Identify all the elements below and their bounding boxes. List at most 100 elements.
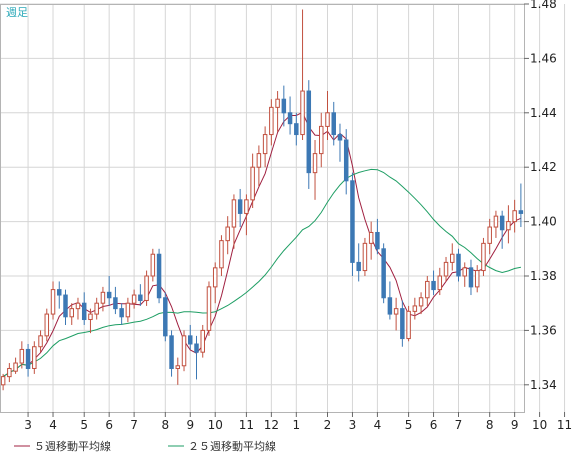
candle-body xyxy=(250,166,255,201)
candle-body xyxy=(262,134,268,155)
candle-body xyxy=(287,112,293,125)
candle-body xyxy=(518,210,524,214)
y-tick-label: 1.48 xyxy=(530,0,557,11)
candle-body xyxy=(150,253,156,277)
candle-body xyxy=(50,289,56,315)
y-tick-label: 1.44 xyxy=(530,106,557,120)
legend: ５週移動平均線 ２５週移動平均線 xyxy=(14,439,276,453)
candle-body xyxy=(362,242,368,272)
candle-body xyxy=(175,365,181,369)
candle-body xyxy=(368,231,374,244)
candle-body xyxy=(431,280,436,291)
candle-body xyxy=(425,280,430,299)
candle-body xyxy=(100,291,106,304)
candle-body xyxy=(493,215,499,228)
candle-body xyxy=(44,313,50,337)
candle-body xyxy=(406,310,411,340)
candle-body xyxy=(75,302,81,310)
candle-body xyxy=(393,308,399,315)
candle-body xyxy=(206,286,212,331)
candle-body xyxy=(7,367,12,378)
y-tick-label: 1.36 xyxy=(530,323,557,337)
legend-ma25-label: ２５週移動平均線 xyxy=(188,439,276,453)
y-tick-label: 1.38 xyxy=(530,269,557,283)
candle-body xyxy=(225,226,230,242)
candle-body xyxy=(487,226,492,244)
x-tick-label: 10 xyxy=(532,418,547,432)
y-tick-label: 1.46 xyxy=(530,51,557,65)
x-tick-label: 3 xyxy=(349,418,357,432)
candle-body xyxy=(244,199,249,214)
candle-body xyxy=(212,267,218,288)
candle-body xyxy=(119,308,124,318)
candle-body xyxy=(343,139,349,182)
candle-body xyxy=(381,248,386,299)
y-axis-ticks: 1.34 1.36 1.38 1.40 1.42 1.44 1.46 1.48 xyxy=(524,0,557,392)
x-tick-label: 11 xyxy=(557,418,572,432)
candle-body xyxy=(443,261,449,277)
candle-body xyxy=(418,297,424,307)
candle-body xyxy=(200,329,205,353)
candle-body xyxy=(294,123,299,136)
x-tick-label: 3 xyxy=(24,418,32,432)
candle-body xyxy=(387,297,393,315)
candle-body xyxy=(450,253,455,263)
candle-body xyxy=(169,335,174,369)
candle-body xyxy=(32,346,37,369)
ma5-line xyxy=(2,111,522,378)
candle-body xyxy=(325,112,330,127)
candle-body xyxy=(412,305,418,312)
candle-body xyxy=(106,291,112,299)
candle-body xyxy=(269,106,274,136)
x-tick-label: 7 xyxy=(130,418,138,432)
x-tick-label: 4 xyxy=(49,418,57,432)
candle-body xyxy=(350,180,355,263)
candle-body xyxy=(237,199,243,214)
candle-body xyxy=(375,231,380,250)
y-tick-label: 1.42 xyxy=(530,160,557,174)
candle-body xyxy=(275,98,280,108)
x-tick-label: 11 xyxy=(239,418,254,432)
candle-body xyxy=(138,294,143,301)
legend-ma5-label: ５週移動平均線 xyxy=(34,439,111,453)
candle-body xyxy=(468,267,474,288)
ma25-line xyxy=(2,168,521,378)
x-tick-label: 6 xyxy=(105,418,113,432)
candle-body xyxy=(57,289,62,296)
candle-body xyxy=(506,221,511,231)
candle-body xyxy=(499,215,505,231)
candle-body xyxy=(437,275,443,291)
x-tick-label: 9 xyxy=(186,418,194,432)
candle-body xyxy=(125,302,131,318)
x-tick-label: 12 xyxy=(264,418,279,432)
candle-body xyxy=(81,302,87,321)
candle-body xyxy=(156,253,162,299)
candle-body xyxy=(19,348,25,364)
candle-body xyxy=(312,153,318,174)
candle-body xyxy=(481,242,486,272)
x-tick-label: 8 xyxy=(486,418,494,432)
candle-body xyxy=(306,90,312,174)
candle-body xyxy=(88,313,93,321)
candle-body xyxy=(94,302,99,315)
candle-body xyxy=(38,335,43,348)
candle-body xyxy=(163,297,168,337)
candle-body xyxy=(63,294,68,318)
x-tick-label: 5 xyxy=(80,418,88,432)
candle-body xyxy=(181,335,187,367)
candle-body xyxy=(256,153,262,168)
candle-body xyxy=(331,112,336,136)
candle-body xyxy=(512,210,517,223)
candle-body xyxy=(188,335,193,345)
candle-body xyxy=(13,362,18,372)
x-tick-label: 1 xyxy=(292,418,300,432)
candle-body xyxy=(144,275,149,301)
plot-border xyxy=(0,4,525,413)
candle-body xyxy=(356,261,361,272)
candle-body xyxy=(69,308,74,318)
x-axis-ticks: 3 4 5 6 7 8 9 10 11 12 1 2 3 4 5 6 7 8 9 10 11 xyxy=(24,412,572,432)
candle-body xyxy=(281,98,287,114)
candle-body xyxy=(319,125,324,155)
candle-body xyxy=(456,253,461,277)
